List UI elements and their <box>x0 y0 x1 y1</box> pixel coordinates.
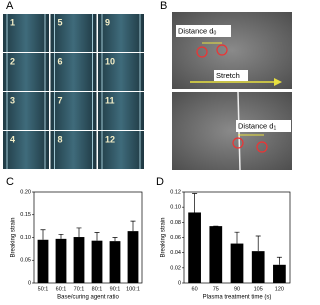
x-tick-label: 90 <box>234 286 240 292</box>
y-tick-label: 0.10 <box>170 205 181 211</box>
bar <box>230 243 244 283</box>
marker <box>256 141 268 153</box>
video-frame <box>50 92 97 130</box>
y-tick-label: 0 <box>178 280 181 286</box>
plot-frame <box>33 191 143 284</box>
arrow-head <box>274 78 282 86</box>
video-frame <box>3 53 49 91</box>
panel-label: C <box>6 176 14 188</box>
video-frame <box>98 92 144 130</box>
frame-number: 11 <box>105 95 115 105</box>
label-sub: 0 <box>213 31 216 37</box>
label-box <box>176 25 231 37</box>
error-bar <box>234 231 240 244</box>
frame-number: 8 <box>58 134 63 144</box>
video-frame <box>98 53 144 91</box>
bar <box>127 231 139 283</box>
video-frame <box>98 131 144 169</box>
video-frame <box>3 131 49 169</box>
marker <box>232 137 244 149</box>
x-axis-label: Plasma treatment time (s) <box>203 295 272 301</box>
panel-label: D <box>156 176 164 188</box>
y-tick-label: 0.12 <box>170 189 181 195</box>
x-tick-label: 105 <box>254 286 263 292</box>
x-tick-label: 50:1 <box>38 286 49 292</box>
x-tick-label: 70:1 <box>74 286 85 292</box>
panel-label: B <box>160 0 167 12</box>
bar <box>109 241 121 283</box>
error-bar <box>58 233 64 239</box>
x-tick-label: 100:1 <box>126 286 140 292</box>
error-bar <box>255 235 261 252</box>
frame-number: 4 <box>10 134 15 144</box>
x-tick-label: 120 <box>275 286 284 292</box>
label-text: Distance d <box>238 121 273 130</box>
video-frame <box>50 131 97 169</box>
bar <box>37 239 49 283</box>
bar <box>188 212 201 283</box>
error-bar <box>40 229 46 240</box>
frame-number: 5 <box>58 17 63 27</box>
video-frame <box>3 92 49 130</box>
y-tick-label: 0.15 <box>20 212 31 218</box>
frame-number: 7 <box>58 95 63 105</box>
video-frame <box>50 14 97 52</box>
bar <box>55 238 67 283</box>
y-axis-label: Breaking strain <box>11 217 17 257</box>
y-tick-label: 0.05 <box>20 258 31 264</box>
y-tick-label: 0.04 <box>170 250 181 256</box>
panel-label: A <box>6 0 14 12</box>
y-tick-label: 0.08 <box>170 220 181 226</box>
label-box <box>214 70 248 81</box>
bar <box>251 251 265 283</box>
label-sub: 1 <box>273 126 276 132</box>
error-bar <box>130 220 136 232</box>
label-box <box>236 120 291 132</box>
frame-number: 6 <box>58 56 63 66</box>
frame-number: 12 <box>105 134 115 144</box>
error-bar <box>112 237 118 242</box>
bar <box>209 226 223 283</box>
bar <box>273 264 286 283</box>
x-tick-label: 60 <box>192 286 198 292</box>
x-tick-label: 90:1 <box>110 286 121 292</box>
marker <box>216 44 228 56</box>
y-tick-label: 0 <box>28 280 31 286</box>
x-tick-label: 80:1 <box>92 286 103 292</box>
x-tick-label: 75 <box>213 286 219 292</box>
video-frame <box>98 14 144 52</box>
y-tick-label: 0.20 <box>20 189 31 195</box>
bar <box>91 240 103 283</box>
error-bar <box>76 227 82 238</box>
frame-number: 9 <box>105 17 110 27</box>
marker <box>196 46 208 58</box>
error-bar <box>192 193 198 213</box>
error-bar <box>94 232 100 241</box>
x-tick-label: 60:1 <box>56 286 67 292</box>
x-axis-label: Base/curing agent ratio <box>57 295 119 301</box>
y-tick-label: 0.02 <box>170 265 181 271</box>
video-frame <box>3 14 49 52</box>
error-bar <box>276 256 282 265</box>
y-tick-label: 0.06 <box>170 235 181 241</box>
bar <box>73 237 85 283</box>
distance-label: Distance d1 <box>238 121 276 131</box>
frame-number: 2 <box>10 56 15 66</box>
label-text: Distance d <box>178 26 213 35</box>
frame-number: 1 <box>10 17 15 27</box>
frame-number: 10 <box>105 56 115 66</box>
y-tick-label: 0.10 <box>20 235 31 241</box>
y-axis-label: Breaking strain <box>161 217 167 257</box>
distance-label: Distance d0 <box>178 26 216 36</box>
stretch-label: Stretch <box>216 71 240 80</box>
video-frame <box>50 53 97 91</box>
panel-b: Distance d0 Stretch Distance d1 <box>172 12 292 171</box>
frame-number: 3 <box>10 95 15 105</box>
